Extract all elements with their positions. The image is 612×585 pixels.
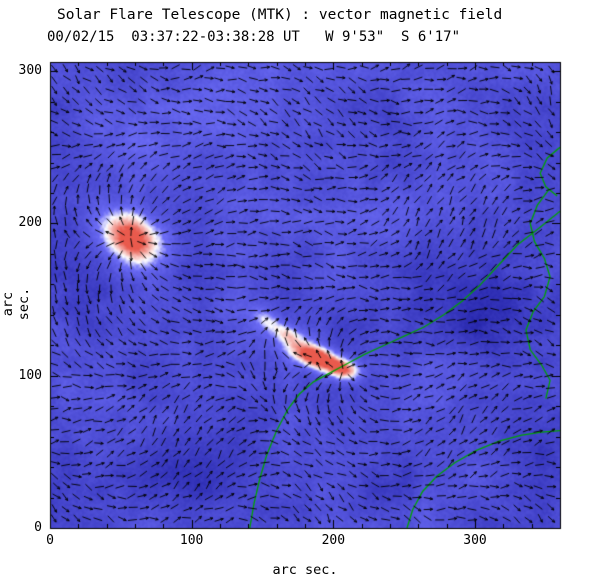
y-axis-label: arc sec. (0, 287, 32, 321)
x-axis-label: arc sec. (272, 562, 338, 578)
plot-title: Solar Flare Telescope (MTK) : vector mag… (57, 7, 503, 23)
plot-subtitle: 00/02/15 03:37:22-03:38:28 UT W 9'53" S … (47, 29, 461, 45)
